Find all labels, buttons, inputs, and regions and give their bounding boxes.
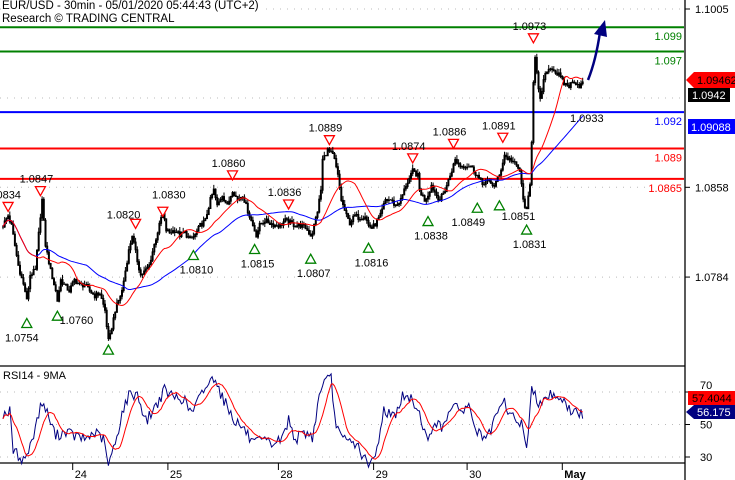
rsi-ma-tag <box>688 391 735 405</box>
forecast-arrowhead-icon <box>594 20 607 37</box>
swing-low-marker-icon <box>51 309 64 321</box>
swing-low-marker-icon <box>102 343 115 355</box>
level-label: 1.092 <box>654 116 682 128</box>
rsi-value-tag <box>686 405 735 419</box>
swing-low-label: 1.0849 <box>451 217 485 229</box>
swing-low-marker-icon <box>362 241 375 253</box>
last-price-tag <box>686 72 735 88</box>
swing-high-label: 1.0874 <box>392 141 426 153</box>
time-axis-label: 24 <box>75 469 87 480</box>
swing-high-label: 1.0836 <box>268 187 302 199</box>
swing-high-label: 1.0834 <box>0 189 21 201</box>
price-axis-label: 1.1005 <box>695 4 729 16</box>
time-axis-label: 28 <box>280 469 292 480</box>
ma-slow-tag <box>688 119 735 134</box>
time-axis-label: 25 <box>170 469 182 480</box>
swing-low-marker-icon <box>187 249 200 261</box>
ma-slow-value: 1.09088 <box>691 122 731 134</box>
swing-high-marker-icon <box>156 206 169 218</box>
rsi-title: RSI14 - 9MA <box>3 370 67 382</box>
swing-high-label: 1.0886 <box>433 126 467 138</box>
rsi-ma-value: 57.4044 <box>692 393 732 405</box>
swing-low-label: 1.0754 <box>5 332 39 344</box>
swing-high-marker-icon <box>527 33 540 45</box>
level-label: 1.0865 <box>648 183 682 195</box>
time-axis-label: 30 <box>469 469 481 480</box>
swing-low-label: 1.0851 <box>502 211 536 223</box>
swing-low-label: 1.0816 <box>355 257 389 269</box>
swing-high-label: 1.0820 <box>107 209 141 221</box>
current-price-value: 1.0942 <box>692 90 726 102</box>
swing-low-label: 1.0807 <box>297 268 331 280</box>
swing-high-label: 1.0891 <box>482 120 516 132</box>
swing-high-marker-icon <box>447 138 460 150</box>
swing-high-marker-icon <box>406 153 419 165</box>
last-price-value: 1.09462 <box>697 75 735 87</box>
rsi-ma-line <box>2 382 583 460</box>
swing-high-label: 1.0973 <box>513 21 547 33</box>
swing-high-marker-icon <box>34 186 47 197</box>
swing-high-marker-icon <box>226 170 239 182</box>
swing-low-marker-icon <box>421 215 435 227</box>
swing-low-label: 1.0810 <box>180 265 214 277</box>
swing-low-label: 1.0815 <box>241 258 275 270</box>
price-axis-label: 1.0858 <box>695 182 729 194</box>
swing-high-label: 1.0889 <box>309 123 343 135</box>
swing-low-marker-icon <box>304 252 317 264</box>
ma-slow-line <box>2 115 584 291</box>
swing-high-marker-icon <box>1 201 15 213</box>
swing-low-label: 1.0760 <box>60 315 94 327</box>
current-price-tag <box>688 88 730 102</box>
time-axis-label: May <box>564 469 586 480</box>
level-label: 1.097 <box>654 55 682 67</box>
level-label: 1.089 <box>654 152 682 164</box>
swing-high-marker-icon <box>323 135 336 147</box>
swing-low-label: 1.0831 <box>513 239 547 251</box>
ma-fast-line <box>2 75 583 306</box>
rsi-line <box>2 372 584 469</box>
forecast-arrow <box>586 31 602 81</box>
chart-title: EUR/USD - 30min - 05/01/2020 05:44:43 (U… <box>2 0 261 13</box>
rsi-axis-label: 70 <box>700 380 712 392</box>
swing-high-marker-icon <box>496 132 509 144</box>
swing-low-marker-icon <box>493 199 506 211</box>
swing-low-marker-icon <box>248 243 261 255</box>
swing-high-marker-icon <box>129 218 142 230</box>
research-source: Research © TRADING CENTRAL <box>2 13 177 26</box>
swing-low-label: 1.0838 <box>414 231 448 243</box>
price-axis-label: 1.0784 <box>695 272 729 284</box>
level-label: 1.099 <box>654 31 682 43</box>
swing-low-marker-icon <box>520 223 533 235</box>
ma-value-label: 1.0933 <box>570 113 604 125</box>
swing-low-marker-icon <box>471 201 484 213</box>
rsi-value: 56.175 <box>697 407 731 419</box>
swing-high-label: 1.0830 <box>152 189 186 201</box>
swing-high-marker-icon <box>282 199 295 211</box>
swing-high-label: 1.0860 <box>212 158 246 170</box>
swing-high-label: 1.0847 <box>20 174 54 186</box>
time-axis-label: 29 <box>376 469 388 480</box>
rsi-axis-label: 30 <box>700 452 712 464</box>
rsi-axis-label: 50 <box>700 420 712 432</box>
swing-low-marker-icon <box>20 317 33 329</box>
